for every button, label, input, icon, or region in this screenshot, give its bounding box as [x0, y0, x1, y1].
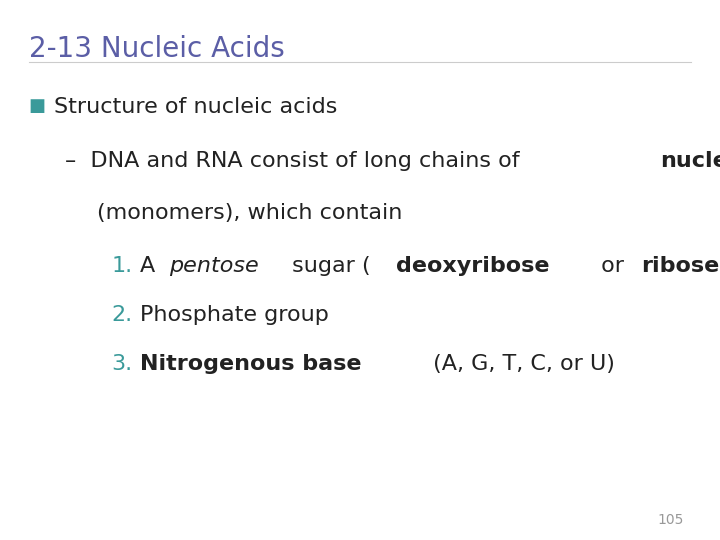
Text: (A, G, T, C, or U): (A, G, T, C, or U)	[426, 354, 615, 374]
Text: 2-13 Nucleic Acids: 2-13 Nucleic Acids	[29, 35, 284, 63]
Text: 1.: 1.	[112, 256, 132, 276]
Text: –  DNA and RNA consist of long chains of: – DNA and RNA consist of long chains of	[65, 151, 526, 171]
Text: deoxyribose: deoxyribose	[395, 256, 549, 276]
Text: ■: ■	[29, 97, 46, 115]
Text: 2.: 2.	[112, 305, 132, 325]
Text: A: A	[140, 256, 163, 276]
Text: ribose: ribose	[642, 256, 720, 276]
Text: nucleotides: nucleotides	[661, 151, 720, 171]
Text: (monomers), which contain: (monomers), which contain	[97, 202, 402, 222]
Text: Phosphate group: Phosphate group	[140, 305, 329, 325]
Text: or: or	[593, 256, 631, 276]
Text: Nitrogenous base: Nitrogenous base	[140, 354, 362, 374]
Text: 105: 105	[657, 512, 684, 526]
Text: pentose: pentose	[169, 256, 259, 276]
Text: sugar (: sugar (	[285, 256, 371, 276]
Text: Structure of nucleic acids: Structure of nucleic acids	[54, 97, 338, 117]
Text: 3.: 3.	[112, 354, 132, 374]
